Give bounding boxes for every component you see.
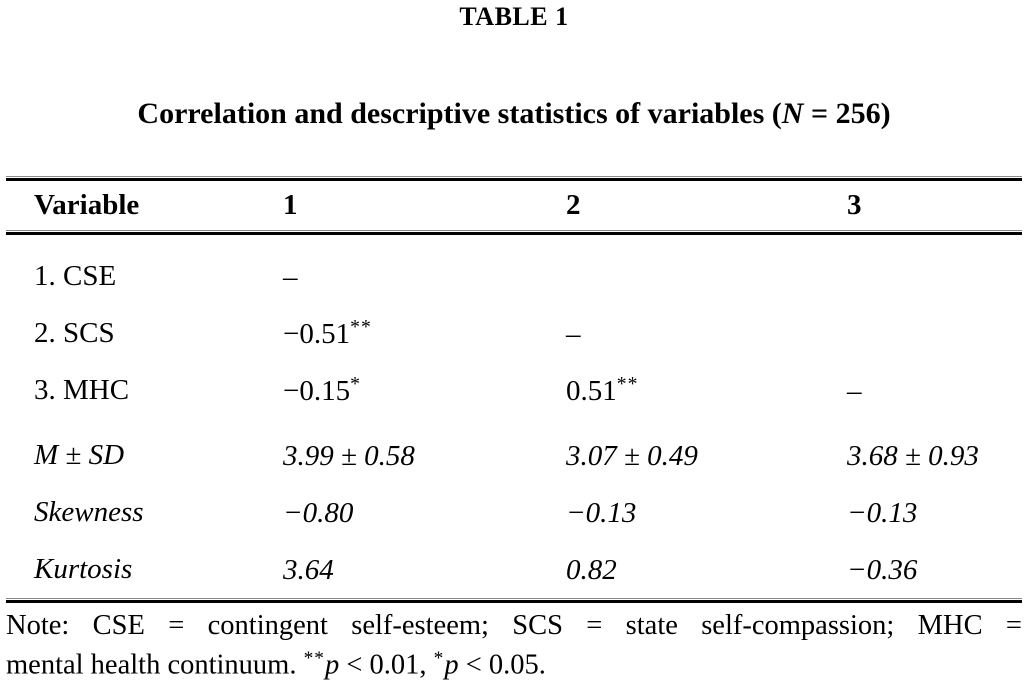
significance-stars: ** bbox=[350, 316, 372, 339]
caption-text: Correlation and descriptive statistics o… bbox=[137, 97, 782, 130]
caption-sample-size: = 256) bbox=[803, 97, 891, 130]
cell-value: 3.99 ± 0.58 bbox=[283, 439, 415, 472]
note-line-1: Note: CSE = contingent self-esteem; SCS … bbox=[6, 610, 1022, 641]
row-label: 1. CSE bbox=[34, 260, 117, 292]
row-label: 2. SCS bbox=[34, 317, 115, 349]
cell-value: −0.51** bbox=[283, 316, 372, 350]
cell-value: −0.15* bbox=[283, 373, 361, 407]
table-note: Note: CSE = contingent self-esteem; SCS … bbox=[6, 609, 1022, 681]
cell-value: −0.36 bbox=[847, 553, 918, 586]
header-col-2: 2 bbox=[566, 189, 581, 221]
cell-value: −0.80 bbox=[283, 496, 354, 529]
significance-stars: * bbox=[350, 373, 361, 396]
table-row-mhc: 3. MHC −0.15* 0.51** – bbox=[0, 362, 1028, 419]
row-label: 3. MHC bbox=[34, 374, 130, 406]
table-body: 1. CSE – 2. SCS −0.51** – 3. MHC −0.15* … bbox=[0, 235, 1028, 598]
cell-value: 0.82 bbox=[566, 553, 617, 586]
table-row-mean-sd: M ± SD 3.99 ± 0.58 3.07 ± 0.49 3.68 ± 0.… bbox=[0, 427, 1028, 484]
note-line-2: mental health continuum. **p < 0.01, *p … bbox=[6, 648, 546, 681]
p-symbol: p bbox=[324, 649, 340, 681]
row-label: M ± SD bbox=[34, 439, 125, 471]
table-caption: Correlation and descriptive statistics o… bbox=[0, 95, 1028, 133]
table-row-scs: 2. SCS −0.51** – bbox=[0, 305, 1028, 362]
row-label: Skewness bbox=[34, 496, 144, 528]
table-header-rule bbox=[6, 230, 1022, 235]
table-top-rule bbox=[6, 176, 1022, 181]
table-row-skewness: Skewness −0.80 −0.13 −0.13 bbox=[0, 484, 1028, 541]
table-number-heading: TABLE 1 bbox=[459, 2, 569, 31]
cell-value: 3.64 bbox=[283, 553, 334, 586]
cell-value: −0.13 bbox=[566, 496, 637, 529]
cell-value: 3.07 ± 0.49 bbox=[566, 439, 698, 472]
table-bottom-rule bbox=[6, 598, 1022, 603]
significance-stars: ** bbox=[616, 373, 639, 396]
cell-value: 0.51** bbox=[566, 373, 639, 407]
significance-stars: ** bbox=[303, 648, 325, 669]
table-row-kurtosis: Kurtosis 3.64 0.82 −0.36 bbox=[0, 541, 1028, 598]
header-variable: Variable bbox=[34, 189, 140, 221]
p-symbol: p bbox=[444, 649, 459, 681]
cell-value: – bbox=[566, 317, 581, 350]
table-row-cse: 1. CSE – bbox=[0, 248, 1028, 305]
cell-value: – bbox=[847, 374, 862, 407]
caption-n-symbol: N bbox=[781, 97, 804, 130]
table-header-row: Variable 1 2 3 bbox=[0, 181, 1028, 230]
cell-value: 3.68 ± 0.93 bbox=[847, 439, 979, 472]
cell-value: −0.13 bbox=[847, 496, 918, 529]
header-col-3: 3 bbox=[847, 189, 862, 221]
header-col-1: 1 bbox=[283, 189, 298, 221]
significance-stars: * bbox=[433, 648, 445, 669]
cell-value: – bbox=[283, 260, 298, 293]
row-label: Kurtosis bbox=[34, 553, 133, 585]
